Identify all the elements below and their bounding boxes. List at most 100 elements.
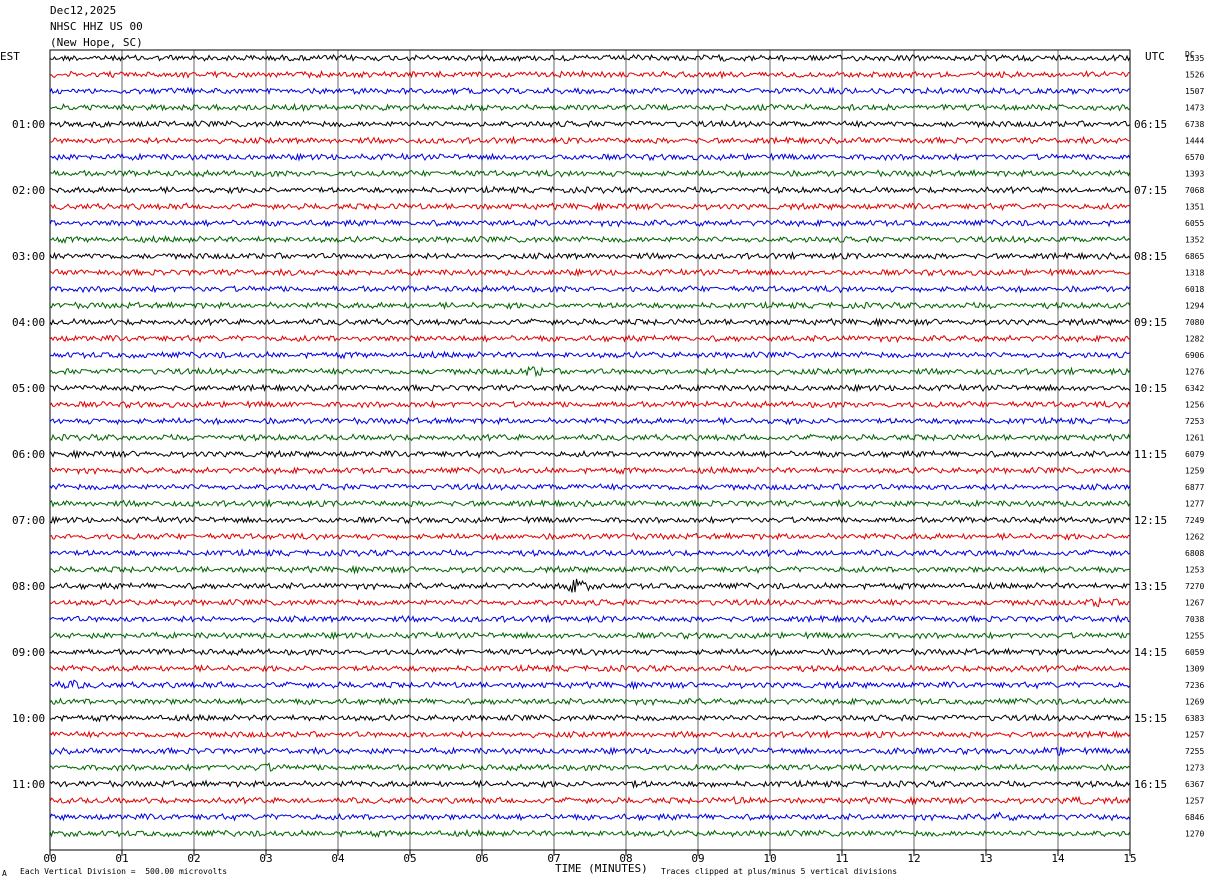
seismic-traces: [49, 53, 1131, 838]
x-tick-label: 10: [763, 852, 776, 865]
seismic-trace: [49, 449, 1131, 460]
est-hour-label: 09:00: [12, 646, 45, 659]
seismic-trace: [49, 317, 1131, 328]
dc-value: 1294: [1185, 302, 1204, 311]
seismic-trace: [49, 679, 1131, 691]
dc-value: 7270: [1185, 582, 1204, 591]
dc-value: 1255: [1185, 632, 1204, 641]
seismic-trace: [49, 300, 1131, 310]
dc-value: 1267: [1185, 599, 1204, 608]
dc-value: 6738: [1185, 120, 1204, 129]
seismic-trace: [49, 365, 1131, 378]
utc-hour-label: 16:15: [1134, 778, 1167, 791]
seismic-trace: [49, 102, 1131, 113]
est-hour-label: 05:00: [12, 382, 45, 395]
est-hour-label: 01:00: [12, 118, 45, 131]
est-hour-label: 11:00: [12, 778, 45, 791]
dc-value: 1273: [1185, 764, 1204, 773]
seismic-trace: [49, 86, 1131, 96]
dc-value: 1507: [1185, 87, 1204, 96]
seismic-trace: [49, 53, 1131, 63]
dc-value: 1473: [1185, 104, 1204, 113]
x-tick-label: 02: [187, 852, 200, 865]
x-tick-label: 06: [475, 852, 488, 865]
seismic-trace: [49, 647, 1131, 657]
corner-mark: A: [2, 869, 7, 878]
utc-hour-label: 06:15: [1134, 118, 1167, 131]
dc-value: 1351: [1185, 203, 1204, 212]
dc-value: 1352: [1185, 236, 1204, 245]
dc-value: 6877: [1185, 483, 1204, 492]
est-hour-label: 03:00: [12, 250, 45, 263]
seismic-trace: [49, 284, 1131, 294]
est-hour-label: 04:00: [12, 316, 45, 329]
seismic-trace: [49, 630, 1131, 641]
seismic-trace: [49, 400, 1131, 409]
dc-value: 1256: [1185, 401, 1204, 410]
dc-value: 6367: [1185, 780, 1204, 789]
seismic-trace: [49, 234, 1131, 244]
dc-value: 7038: [1185, 615, 1204, 624]
seismic-trace: [49, 250, 1131, 261]
utc-axis-label: UTC: [1145, 50, 1165, 63]
utc-hour-label: 12:15: [1134, 514, 1167, 527]
dc-value: 6055: [1185, 219, 1204, 228]
est-hour-label: 08:00: [12, 580, 45, 593]
seismic-trace: [49, 119, 1131, 129]
dc-value: 1535: [1185, 54, 1204, 63]
scale-note: Each Vertical Division = 500.00 microvol…: [20, 867, 228, 876]
dc-value: 6865: [1185, 252, 1204, 261]
seismic-trace: [49, 267, 1131, 278]
grid-lines: [49, 49, 1131, 856]
seismic-trace: [49, 531, 1131, 542]
seismic-trace: [49, 596, 1131, 608]
dc-value: 1277: [1185, 500, 1204, 509]
chart-station: NHSC HHZ US 00: [50, 20, 143, 33]
seismic-trace: [49, 135, 1131, 146]
dc-value: 1444: [1185, 137, 1204, 146]
x-tick-label: 09: [691, 852, 704, 865]
x-tick-label: 13: [979, 852, 992, 865]
dc-value: 1261: [1185, 434, 1204, 443]
x-tick-label: 00: [43, 852, 56, 865]
utc-hour-label: 08:15: [1134, 250, 1167, 263]
x-axis-title: TIME (MINUTES): [555, 862, 648, 875]
seismic-trace: [49, 350, 1131, 360]
chart-date: Dec12,2025: [50, 4, 117, 17]
x-tick-label: 03: [259, 852, 272, 865]
seismic-trace: [49, 578, 1131, 593]
dc-value: 7249: [1185, 516, 1204, 525]
dc-value: 6342: [1185, 384, 1204, 393]
dc-value: 7253: [1185, 417, 1204, 426]
dc-value: 1259: [1185, 467, 1204, 476]
seismic-trace: [49, 697, 1131, 707]
x-tick-label: 12: [907, 852, 920, 865]
utc-hour-label: 13:15: [1134, 580, 1167, 593]
chart-location: (New Hope, SC): [50, 36, 143, 49]
x-tick-label: 04: [331, 852, 345, 865]
dc-value: 1309: [1185, 665, 1204, 674]
seismic-trace: [49, 779, 1131, 790]
est-hour-label: 02:00: [12, 184, 45, 197]
seismic-trace: [49, 433, 1131, 442]
seismic-trace: [49, 746, 1131, 756]
est-hour-label: 07:00: [12, 514, 45, 527]
seismic-trace: [49, 168, 1131, 179]
dc-column-label: DC: [1185, 50, 1195, 59]
seismic-trace: [49, 218, 1131, 228]
utc-hour-label: 07:15: [1134, 184, 1167, 197]
seismic-trace: [50, 152, 1131, 162]
axis-labels: 00 01 02 03 04 05 06 07 08 09 10 11 12 13 14 15 1535 1526…: [12, 54, 1204, 865]
dc-value: 1318: [1185, 269, 1204, 278]
seismic-trace: [49, 811, 1131, 822]
seismic-trace: [49, 564, 1131, 575]
dc-value: 6018: [1185, 285, 1204, 294]
seismic-trace: [49, 185, 1131, 195]
seismic-trace: [49, 498, 1131, 509]
seismic-trace: [49, 729, 1131, 740]
seismic-trace: [49, 663, 1131, 673]
dc-value: 6383: [1185, 714, 1204, 723]
utc-hour-label: 11:15: [1134, 448, 1167, 461]
dc-value: 1282: [1185, 335, 1204, 344]
